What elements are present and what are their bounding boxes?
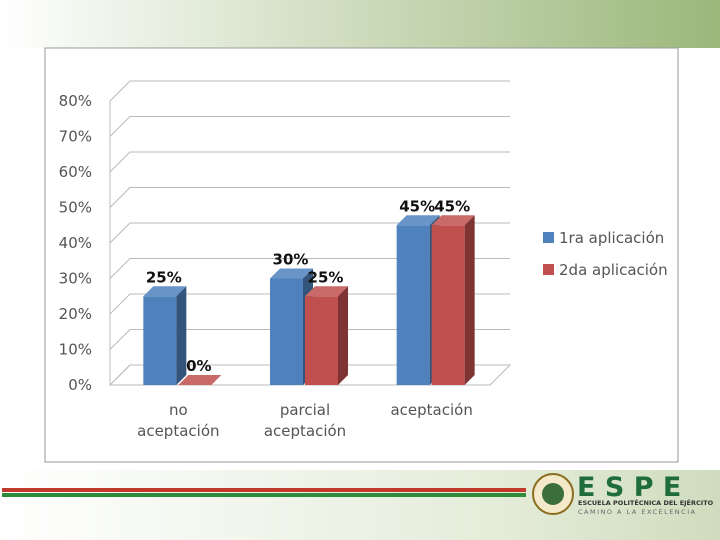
grid-line: [109, 187, 510, 208]
grid-line: [109, 293, 510, 315]
bar-front: [305, 296, 338, 385]
bar-top: [270, 268, 313, 279]
bar-top: [305, 286, 348, 297]
data-label: 45%: [434, 197, 470, 215]
legend-label: 2da aplicación: [559, 261, 668, 279]
bar: [305, 286, 348, 385]
logo-line2: CAMINO A LA EXCELENCIA: [578, 508, 697, 516]
bar: [143, 286, 187, 385]
grid-line: [109, 364, 510, 386]
stripe-green: [2, 493, 526, 497]
grid-line: [109, 329, 510, 350]
bar-top: [143, 286, 187, 297]
y-tick-label: 0%: [68, 376, 92, 394]
legend-swatch: [543, 264, 554, 275]
logo-name: E S P E: [577, 472, 681, 503]
data-label: 45%: [399, 197, 435, 215]
logo-line1: ESCUELA POLITÉCNICA DEL EJÉRCITO: [578, 498, 714, 507]
x-tick-label: no aceptación: [137, 401, 220, 440]
stripe-red: [2, 488, 526, 492]
grid-line: [109, 80, 510, 102]
bar-top: [431, 215, 475, 226]
plot: 0%10%20%30%40%50%60%70%80%25%0%30%25%45%…: [59, 80, 668, 394]
grid-line: [109, 151, 510, 173]
y-tick-label: 50%: [59, 199, 92, 217]
bar-top: [178, 375, 222, 385]
data-label: 0%: [186, 357, 211, 375]
data-label: 30%: [273, 251, 309, 269]
bar: [178, 375, 222, 385]
y-tick-label: 20%: [59, 305, 92, 323]
grid-line: [109, 116, 510, 137]
data-label: 25%: [308, 268, 344, 286]
legend-label: 1ra aplicación: [559, 229, 664, 247]
x-tick-label: parcial aceptación: [263, 401, 347, 440]
y-tick-label: 60%: [59, 163, 92, 181]
data-label: 25%: [146, 268, 182, 286]
x-tick-label: aceptación: [390, 401, 473, 419]
bar: [431, 215, 475, 385]
grid-line: [109, 222, 510, 244]
footer-band: [0, 470, 720, 540]
y-tick-label: 70%: [59, 128, 92, 146]
bar-top: [396, 215, 440, 226]
legend-swatch: [543, 232, 554, 243]
bar-front: [396, 225, 430, 385]
y-tick-label: 30%: [59, 270, 92, 288]
y-tick-label: 80%: [59, 92, 92, 110]
y-tick-label: 10%: [59, 341, 92, 359]
bar-front: [270, 278, 303, 385]
bar-side: [464, 215, 475, 385]
bar-front: [143, 296, 177, 385]
y-tick-label: 40%: [59, 234, 92, 252]
logo-emblem-inner: [542, 483, 564, 505]
grid-line: [109, 258, 510, 279]
bar-side: [338, 286, 348, 385]
bar-side: [176, 286, 187, 385]
header-band: [0, 0, 720, 48]
bar-front: [431, 225, 465, 385]
